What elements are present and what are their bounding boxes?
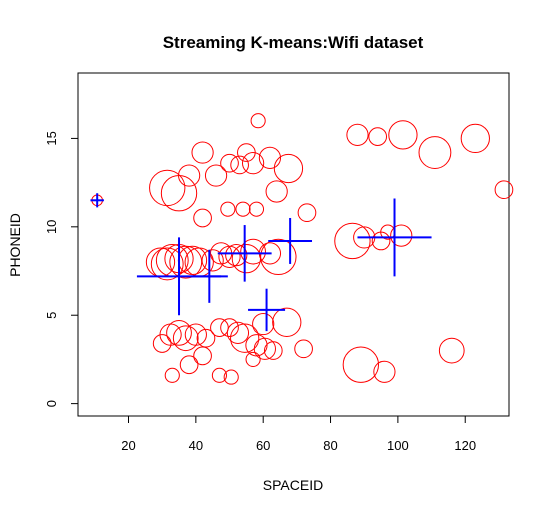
data-point	[204, 164, 228, 187]
data-point	[297, 203, 317, 223]
data-point	[166, 320, 192, 346]
y-axis: 0 5 10 15	[44, 131, 79, 407]
data-point	[438, 337, 465, 364]
y-tick-label: 10	[44, 220, 59, 234]
data-points	[91, 113, 514, 385]
x-tick-label: 60	[256, 438, 270, 453]
data-point	[235, 201, 251, 217]
data-point	[201, 249, 224, 272]
data-point	[220, 153, 239, 173]
plot-frame	[77, 72, 510, 417]
data-point	[334, 222, 371, 260]
data-point	[149, 169, 186, 207]
x-axis: 20 40 60 80 100 120	[121, 415, 476, 453]
data-point	[230, 155, 249, 175]
x-axis-label: SPACEID	[263, 477, 323, 493]
data-point	[265, 180, 288, 203]
y-axis-label: PHONEID	[7, 213, 23, 277]
data-point	[223, 369, 239, 385]
data-point	[418, 136, 452, 169]
data-point	[211, 367, 227, 383]
data-point	[220, 201, 236, 217]
x-tick-label: 100	[387, 438, 409, 453]
data-point	[191, 141, 214, 164]
chart-title: Streaming K-means:Wifi dataset	[163, 33, 424, 52]
data-point	[210, 318, 229, 337]
data-point	[225, 244, 248, 267]
data-point	[390, 224, 413, 247]
data-point	[346, 123, 369, 146]
x-tick-label: 120	[454, 438, 476, 453]
data-point	[342, 346, 380, 383]
data-point	[494, 180, 514, 200]
data-point	[178, 164, 201, 187]
data-point	[388, 120, 418, 150]
data-point	[218, 245, 241, 268]
data-point	[250, 113, 266, 129]
y-tick-label: 15	[44, 131, 59, 145]
data-point	[150, 247, 184, 281]
data-point	[196, 328, 216, 348]
data-point	[368, 127, 388, 146]
cluster-centroids	[90, 193, 432, 332]
data-point	[184, 323, 207, 346]
data-point	[248, 201, 265, 217]
data-point	[460, 123, 490, 154]
y-tick-label: 5	[44, 312, 59, 319]
data-point	[253, 337, 276, 360]
x-tick-label: 40	[189, 438, 203, 453]
data-point	[160, 175, 198, 212]
data-point	[373, 360, 396, 383]
data-point	[169, 245, 203, 279]
data-point	[164, 367, 180, 383]
data-point	[258, 146, 282, 169]
x-tick-label: 80	[323, 438, 337, 453]
data-point	[245, 351, 261, 367]
data-point	[252, 312, 275, 336]
data-point	[260, 238, 297, 276]
data-point	[193, 346, 212, 366]
data-point	[241, 152, 265, 175]
data-point	[172, 325, 199, 352]
y-tick-label: 0	[44, 400, 59, 407]
data-point	[273, 153, 304, 184]
x-tick-label: 20	[121, 438, 135, 453]
data-point	[145, 247, 176, 277]
data-point	[294, 339, 313, 359]
data-point	[240, 238, 266, 265]
data-point	[193, 208, 212, 228]
data-point	[263, 341, 283, 360]
data-point	[152, 334, 172, 353]
data-point	[272, 307, 302, 337]
data-point	[230, 323, 260, 353]
data-point	[220, 318, 239, 337]
data-point	[226, 321, 250, 345]
data-point	[179, 355, 199, 375]
